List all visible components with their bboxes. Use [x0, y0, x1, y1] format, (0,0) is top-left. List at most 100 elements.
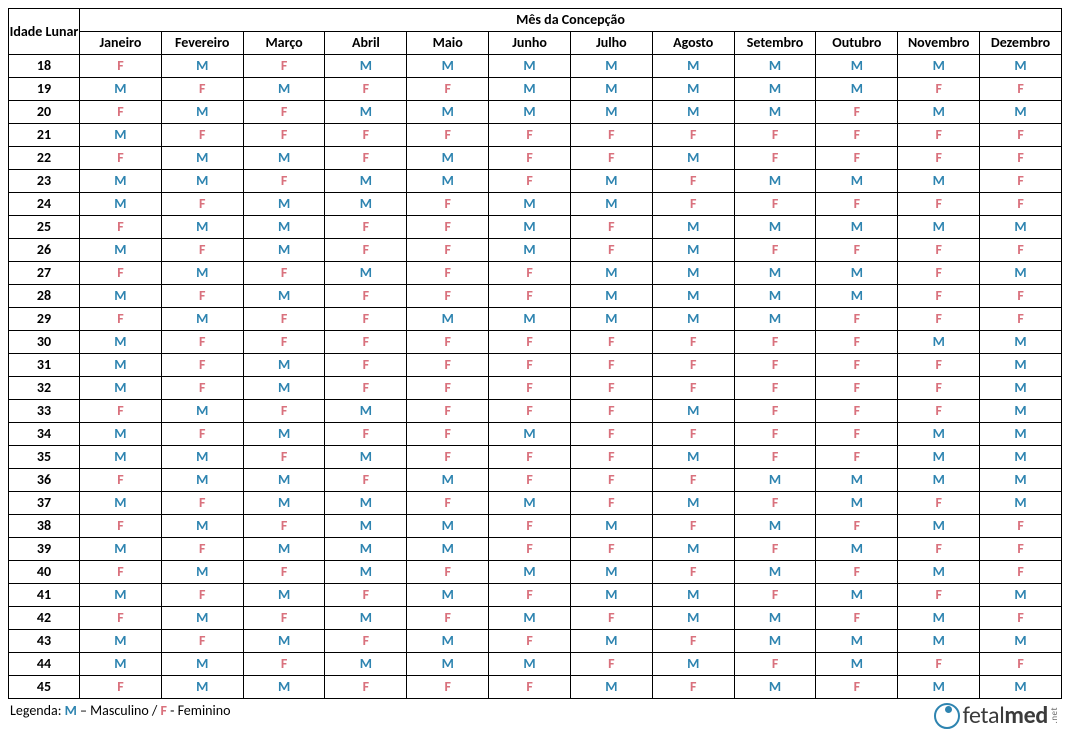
gender-cell: F — [161, 354, 243, 377]
gender-cell: F — [161, 124, 243, 147]
gender-cell: F — [161, 285, 243, 308]
gender-cell: F — [243, 170, 325, 193]
gender-cell: M — [325, 538, 407, 561]
logo-dot-icon — [945, 706, 952, 713]
gender-cell: M — [816, 170, 898, 193]
age-cell: 30 — [9, 331, 80, 354]
gender-cell: M — [652, 78, 734, 101]
logo: fetalmed .net — [934, 701, 1060, 730]
gender-cell: M — [489, 423, 571, 446]
gender-cell: F — [816, 124, 898, 147]
gender-cell: M — [898, 101, 980, 124]
gender-cell: F — [570, 216, 652, 239]
gender-cell: F — [570, 147, 652, 170]
gender-cell: M — [489, 55, 571, 78]
gender-cell: M — [407, 55, 489, 78]
gender-cell: M — [407, 653, 489, 676]
gender-cell: M — [161, 216, 243, 239]
gender-cell: F — [489, 147, 571, 170]
gender-cell: M — [652, 147, 734, 170]
table-row: 44MMFMMMFMFMFF — [9, 653, 1062, 676]
gender-cell: F — [570, 607, 652, 630]
gender-cell: M — [652, 308, 734, 331]
gender-cell: F — [489, 377, 571, 400]
gender-cell: F — [570, 331, 652, 354]
table-row: 20FMFMMMMMMFMM — [9, 101, 1062, 124]
month-header: Outubro — [816, 32, 898, 55]
age-cell: 38 — [9, 515, 80, 538]
gender-cell: M — [325, 170, 407, 193]
age-cell: 27 — [9, 262, 80, 285]
age-cell: 42 — [9, 607, 80, 630]
gender-cell: F — [161, 239, 243, 262]
gender-cell: F — [734, 124, 816, 147]
gender-cell: M — [980, 469, 1062, 492]
gender-cell: M — [570, 561, 652, 584]
gender-cell: M — [980, 492, 1062, 515]
gender-cell: F — [161, 630, 243, 653]
gender-cell: M — [816, 653, 898, 676]
gender-cell: M — [161, 653, 243, 676]
table-row: 38FMFMMFMFMFMF — [9, 515, 1062, 538]
table-body: 18FMFMMMMMMMMM19MFMFFMMMMMFF20FMFMMMMMMF… — [9, 55, 1062, 699]
gender-cell: F — [570, 446, 652, 469]
gender-cell: F — [980, 607, 1062, 630]
table-row: 26MFMFFMFMFFFF — [9, 239, 1062, 262]
gender-cell: F — [325, 308, 407, 331]
month-header-row: JaneiroFevereiroMarçoAbrilMaioJunhoJulho… — [9, 32, 1062, 55]
gender-cell: M — [980, 630, 1062, 653]
legend-m-symbol: M — [65, 702, 77, 719]
gender-cell: M — [734, 55, 816, 78]
gender-cell: F — [407, 262, 489, 285]
gender-cell: M — [734, 469, 816, 492]
gender-cell: F — [816, 423, 898, 446]
gender-cell: M — [243, 538, 325, 561]
gender-cell: F — [243, 607, 325, 630]
gender-cell: M — [325, 653, 407, 676]
gender-cell: M — [570, 101, 652, 124]
gender-cell: F — [734, 193, 816, 216]
gender-cell: F — [489, 170, 571, 193]
gender-cell: F — [980, 170, 1062, 193]
gender-cell: F — [898, 653, 980, 676]
gender-cell: M — [734, 101, 816, 124]
table-row: 42FMFMFMFMMFMF — [9, 607, 1062, 630]
gender-cell: F — [325, 285, 407, 308]
gender-cell: M — [980, 676, 1062, 699]
gender-cell: M — [898, 331, 980, 354]
gender-cell: F — [489, 630, 571, 653]
gender-cell: M — [80, 78, 162, 101]
gender-cell: F — [80, 101, 162, 124]
gender-cell: M — [161, 170, 243, 193]
gender-cell: F — [734, 423, 816, 446]
month-header: Dezembro — [980, 32, 1062, 55]
age-cell: 45 — [9, 676, 80, 699]
gender-cell: F — [489, 285, 571, 308]
gender-cell: F — [898, 124, 980, 147]
gender-cell: F — [570, 653, 652, 676]
month-header: Março — [243, 32, 325, 55]
gender-cell: F — [734, 584, 816, 607]
gender-cell: F — [161, 538, 243, 561]
gender-cell: F — [407, 377, 489, 400]
gender-cell: M — [243, 630, 325, 653]
gender-cell: F — [243, 124, 325, 147]
gender-cell: F — [734, 377, 816, 400]
gender-cell: F — [652, 676, 734, 699]
gender-cell: M — [243, 147, 325, 170]
gender-cell: M — [325, 101, 407, 124]
legend: Legenda: M – Masculino / F - Feminino — [8, 702, 230, 719]
gender-cell: F — [489, 515, 571, 538]
gender-cell: M — [734, 170, 816, 193]
gender-cell: F — [816, 676, 898, 699]
gender-cell: M — [243, 193, 325, 216]
table-row: 43MFMFMFMFMMMM — [9, 630, 1062, 653]
gender-cell: F — [816, 446, 898, 469]
gender-cell: F — [407, 331, 489, 354]
table-row: 30MFFFFFFFFFMM — [9, 331, 1062, 354]
gender-cell: M — [652, 538, 734, 561]
table-row: 25FMMFFMFMMMMM — [9, 216, 1062, 239]
table-row: 29FMFFMMMMMFFF — [9, 308, 1062, 331]
gender-cell: F — [407, 124, 489, 147]
gender-cell: F — [489, 676, 571, 699]
